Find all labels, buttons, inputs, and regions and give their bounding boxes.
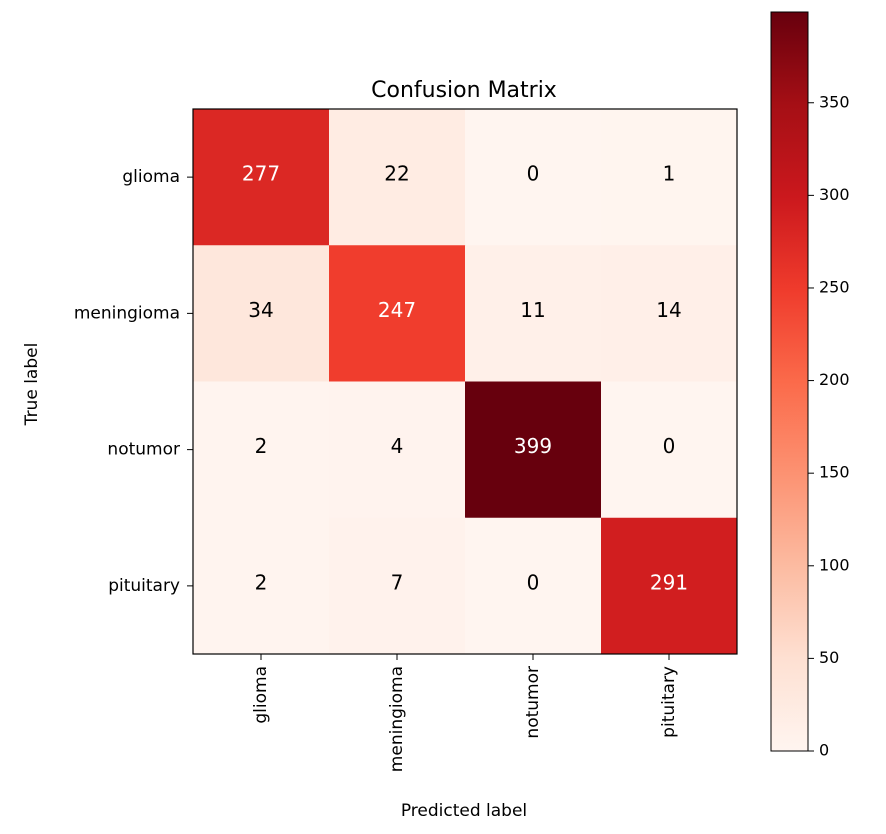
y-axis-label: True label <box>22 343 42 427</box>
heatmap-cell <box>329 381 466 519</box>
heatmap-cell <box>465 245 602 382</box>
heatmap-cell <box>193 517 330 655</box>
cell-value-label: 399 <box>514 434 552 458</box>
cell-value-label: 22 <box>384 162 409 186</box>
heatmap-cell <box>329 517 466 655</box>
cell-value-label: 0 <box>663 434 676 458</box>
heatmap-cell <box>465 381 602 519</box>
heatmap-cell <box>193 245 330 382</box>
heatmap-cells <box>193 109 738 655</box>
colorbar-tick-label: 300 <box>819 185 850 204</box>
x-axis-ticks: glioma meningioma notumor pituitary <box>251 654 679 772</box>
cell-value-label: 34 <box>248 298 273 322</box>
colorbar <box>770 11 809 752</box>
cell-value-label: 1 <box>663 162 676 186</box>
cell-value-label: 247 <box>378 298 416 322</box>
colorbar-tick-label: 50 <box>819 648 839 667</box>
heatmap-cell <box>601 517 738 655</box>
x-tick-label: pituitary <box>659 666 679 738</box>
y-tick-label: pituitary <box>108 576 180 596</box>
colorbar-tick-label: 150 <box>819 463 850 482</box>
colorbar-ticks: 0 50 100 150 200 250 300 350 <box>808 92 850 760</box>
heatmap-cell <box>601 109 738 246</box>
cell-value-label: 0 <box>527 162 540 186</box>
x-tick-label: meningioma <box>387 666 407 772</box>
x-tick-label: notumor <box>523 666 543 739</box>
y-tick-label: meningioma <box>74 303 180 323</box>
colorbar-tick-label: 0 <box>819 741 829 760</box>
colorbar-tick-label: 350 <box>819 92 850 111</box>
cell-value-label: 0 <box>527 570 540 594</box>
cell-value-label: 4 <box>391 434 404 458</box>
colorbar-tick-label: 250 <box>819 277 850 296</box>
y-axis-ticks: glioma meningioma notumor pituitary <box>74 167 193 596</box>
heatmap-cell <box>329 109 466 246</box>
y-tick-label: glioma <box>122 167 180 187</box>
heatmap-cell <box>193 381 330 519</box>
colorbar-tick-label: 200 <box>819 370 850 389</box>
plot-frame <box>192 108 738 655</box>
cell-value-label: 7 <box>391 570 404 594</box>
heatmap-cell <box>601 381 738 519</box>
cell-value-label: 14 <box>656 298 681 322</box>
heatmap-cell <box>329 245 466 382</box>
cell-value-label: 2 <box>255 434 268 458</box>
colorbar-tick-label: 100 <box>819 555 850 574</box>
chart-title: Confusion Matrix <box>371 78 557 103</box>
heatmap-cell <box>601 245 738 382</box>
heatmap-cell-labels: 277 22 0 1 34 247 11 14 2 4 399 0 2 7 0 291 <box>242 162 688 595</box>
y-tick-label: notumor <box>107 440 180 460</box>
heatmap-cell <box>465 109 602 246</box>
heatmap-cell <box>193 109 330 246</box>
cell-value-label: 11 <box>520 298 545 322</box>
cell-value-label: 277 <box>242 162 280 186</box>
cell-value-label: 291 <box>650 570 688 594</box>
cell-value-label: 2 <box>255 570 268 594</box>
x-tick-label: glioma <box>251 666 271 724</box>
heatmap-cell <box>465 517 602 655</box>
x-axis-label: Predicted label <box>401 801 527 821</box>
